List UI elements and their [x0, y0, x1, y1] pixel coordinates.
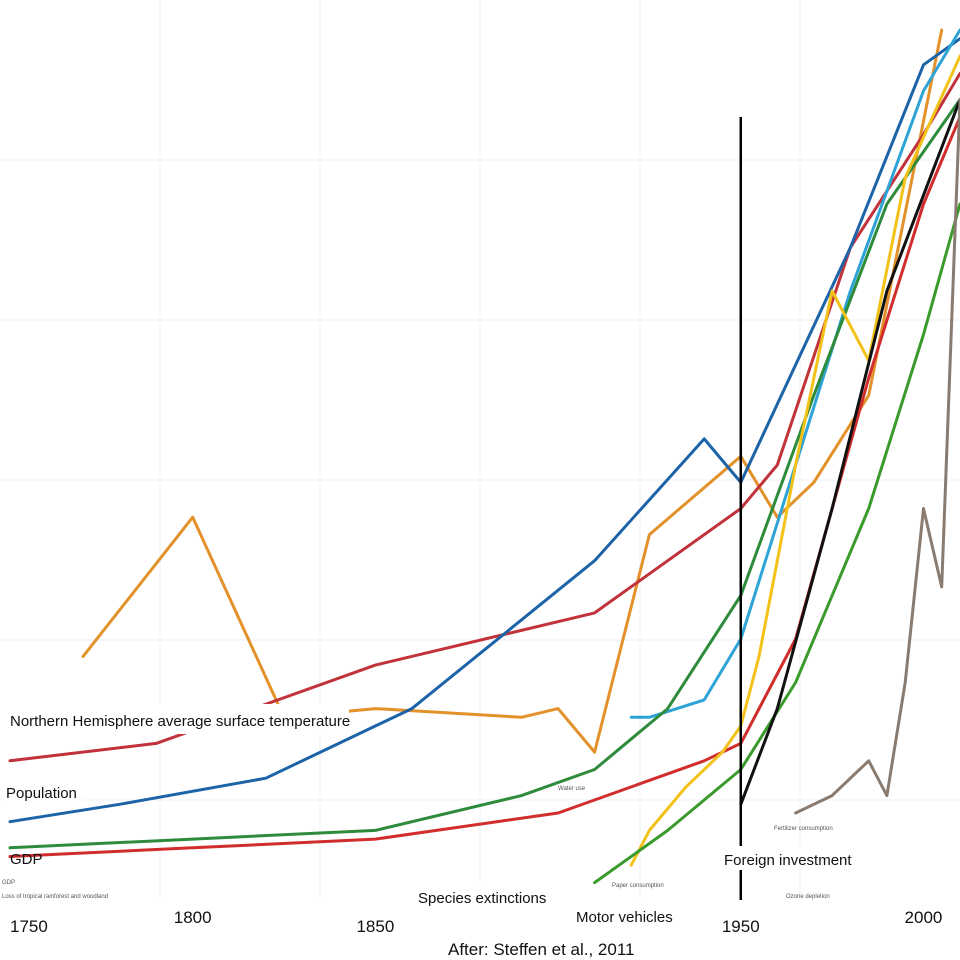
series-line-population [8, 72, 960, 763]
population-label: Population [6, 785, 77, 802]
paper-mini-label: Paper consumption [612, 883, 664, 889]
foreign-investment-label: Foreign investment [724, 852, 852, 869]
gdp-mini-label: GDP [2, 880, 15, 886]
series-line-loss-of-tropical-rainforest-and-woodland [8, 98, 960, 850]
x-tick-1750: 1750 [10, 917, 48, 936]
series-line-fertilizer-consumption [629, 54, 960, 867]
fertilizer-mini-label: Fertilizer consumption [774, 826, 833, 832]
x-tick-2000: 2000 [905, 908, 943, 927]
temperature-label: Northern Hemisphere average surface temp… [10, 713, 350, 730]
series-line-gdp [8, 37, 960, 824]
gdp-label: GDP [10, 851, 43, 868]
source-caption: After: Steffen et al., 2011 [448, 940, 635, 959]
motor-vehicles-label: Motor vehicles [576, 909, 673, 926]
rainforest-mini-label: Loss of tropical rainforest and woodland [2, 894, 108, 900]
x-tick-1950: 1950 [722, 917, 760, 936]
series-line-motor-vehicles [794, 98, 960, 815]
ozone-mini-label: Ozone depletion [786, 894, 830, 900]
x-tick-1800: 1800 [174, 908, 212, 927]
x-axis-ticks: 1750 1800 1850 1950 2000 [10, 908, 942, 936]
species-extinctions-label: Species extinctions [418, 890, 546, 907]
water-use-mini-label: Water use [558, 786, 586, 792]
series-line-species-extinctions [593, 202, 960, 885]
series-layer [8, 28, 960, 885]
series-line-foreign-investment [739, 98, 960, 806]
grid [0, 0, 960, 900]
series-line-paper-consumption [8, 115, 960, 858]
x-tick-1850: 1850 [356, 917, 394, 936]
